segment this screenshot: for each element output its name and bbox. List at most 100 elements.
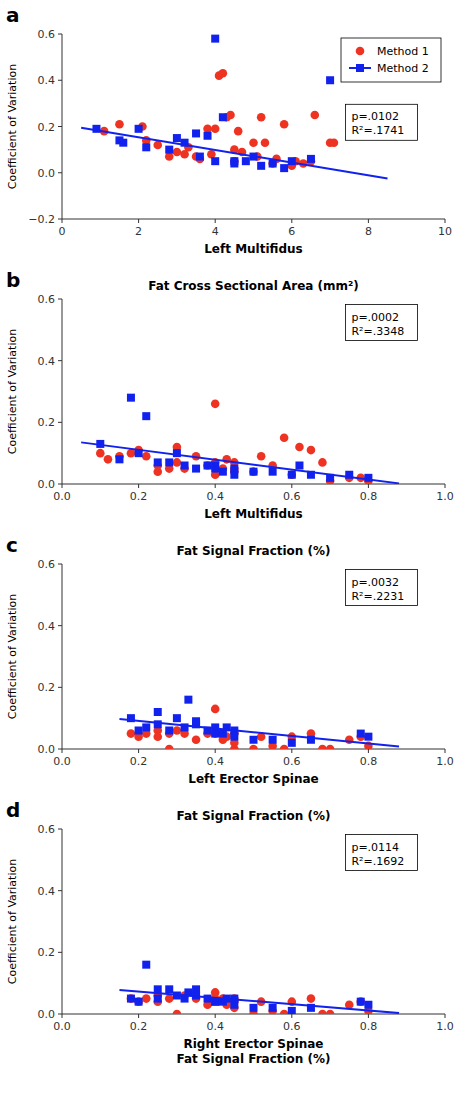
point-circle (165, 745, 174, 749)
data-marks (119, 961, 399, 1014)
point-circle (261, 138, 270, 147)
point-circle (134, 997, 143, 1006)
stats-box: p=.0002R²=.3348 (345, 305, 417, 341)
point-circle (280, 1010, 289, 1014)
stats-text: R²=.1741 (351, 124, 404, 137)
point-square (192, 985, 200, 993)
point-square (154, 708, 162, 716)
x-tick (445, 219, 446, 223)
x-tick-label: 1.0 (436, 755, 454, 768)
x-tick (445, 1014, 446, 1018)
point-circle (219, 69, 228, 78)
point-square (181, 462, 189, 470)
point-square (165, 727, 173, 735)
y-tick-label: 0.4 (38, 74, 56, 87)
y-tick (58, 34, 62, 35)
legend-label: Method 1 (377, 45, 429, 58)
y-tick (58, 829, 62, 830)
point-square (230, 471, 238, 479)
x-tick-label: 0.4 (206, 490, 224, 503)
stats-frame (345, 835, 417, 871)
y-tick-label: 0.2 (38, 416, 56, 429)
point-square (242, 157, 250, 165)
panel-label: a (6, 3, 20, 27)
point-square (269, 468, 277, 476)
point-square (364, 1001, 372, 1009)
point-circle (234, 127, 243, 136)
x-tick (215, 749, 216, 753)
stats-text: p=.0032 (351, 576, 399, 589)
x-tick (291, 219, 292, 223)
x-axis-label-line: Left Multifidus (204, 242, 303, 256)
y-tick (58, 126, 62, 127)
point-circle (96, 449, 105, 458)
panel-label: b (6, 268, 20, 292)
point-circle (257, 113, 266, 122)
y-tick-label: 0.2 (38, 121, 56, 134)
point-square (250, 468, 258, 476)
point-square (127, 995, 135, 1003)
point-square (142, 961, 150, 969)
y-axis-label: Coefficient of Variation (6, 329, 19, 454)
legend-frame (341, 38, 441, 82)
y-tick (58, 890, 62, 891)
x-tick (62, 219, 63, 223)
point-circle (257, 452, 266, 461)
trend-line (119, 719, 399, 746)
data-marks (81, 394, 399, 484)
trend-line (81, 442, 399, 483)
y-tick (58, 80, 62, 81)
point-square (326, 76, 334, 84)
stats-text: p=.0002 (351, 311, 399, 324)
y-tick-label: 0.4 (38, 355, 56, 368)
point-circle (211, 400, 220, 409)
point-circle (310, 111, 319, 120)
point-circle (211, 125, 220, 134)
point-square (196, 153, 204, 161)
x-tick-label: 0.8 (360, 755, 378, 768)
point-square (119, 139, 127, 147)
x-tick-label: 0.4 (206, 1020, 224, 1033)
stats-box: p=.0114R²=.1692 (345, 835, 417, 871)
legend-square (356, 64, 364, 72)
x-tick (138, 219, 139, 223)
point-circle (115, 120, 124, 129)
point-square (173, 714, 181, 722)
point-square (288, 1007, 296, 1014)
point-circle (356, 997, 365, 1006)
point-circle (288, 470, 297, 479)
x-axis-label: Left Erector Spinae (188, 772, 319, 786)
y-axis-line (62, 299, 63, 484)
point-square (269, 1004, 277, 1012)
point-circle (307, 446, 316, 455)
point-circle (280, 745, 289, 749)
panel: 0.00.20.40.60.81.00.00.20.40.6Right Erec… (6, 798, 454, 1066)
point-square (154, 458, 162, 466)
plot-area: 0246810−0.20.00.20.40.6Left MultifidusCo… (6, 28, 452, 256)
point-square (280, 164, 288, 172)
point-square (269, 736, 277, 744)
x-tick (215, 484, 216, 488)
plot-area: 0.00.20.40.60.81.00.00.20.40.6Right Erec… (6, 823, 454, 1066)
point-square (165, 146, 173, 154)
y-tick-label: 0.6 (38, 558, 56, 571)
x-axis-line (62, 219, 445, 220)
y-tick (58, 687, 62, 688)
x-tick (215, 219, 216, 223)
x-tick-label: 4 (212, 225, 219, 238)
point-square (142, 723, 150, 731)
point-square (192, 717, 200, 725)
point-circle (173, 458, 182, 467)
x-tick-label: 1.0 (436, 490, 454, 503)
point-square (204, 995, 212, 1003)
point-circle (127, 994, 136, 1003)
y-tick-label: 0.0 (38, 1008, 56, 1021)
plot-area: 0.00.20.40.60.81.00.00.20.40.6Left Erect… (6, 558, 454, 786)
x-tick-label: 0.2 (130, 490, 148, 503)
y-tick-label: 0.0 (38, 478, 56, 491)
point-circle (173, 726, 182, 735)
point-square (357, 730, 365, 738)
y-tick (58, 749, 62, 750)
point-circle (249, 745, 258, 749)
y-tick-label: 0.4 (38, 885, 56, 898)
